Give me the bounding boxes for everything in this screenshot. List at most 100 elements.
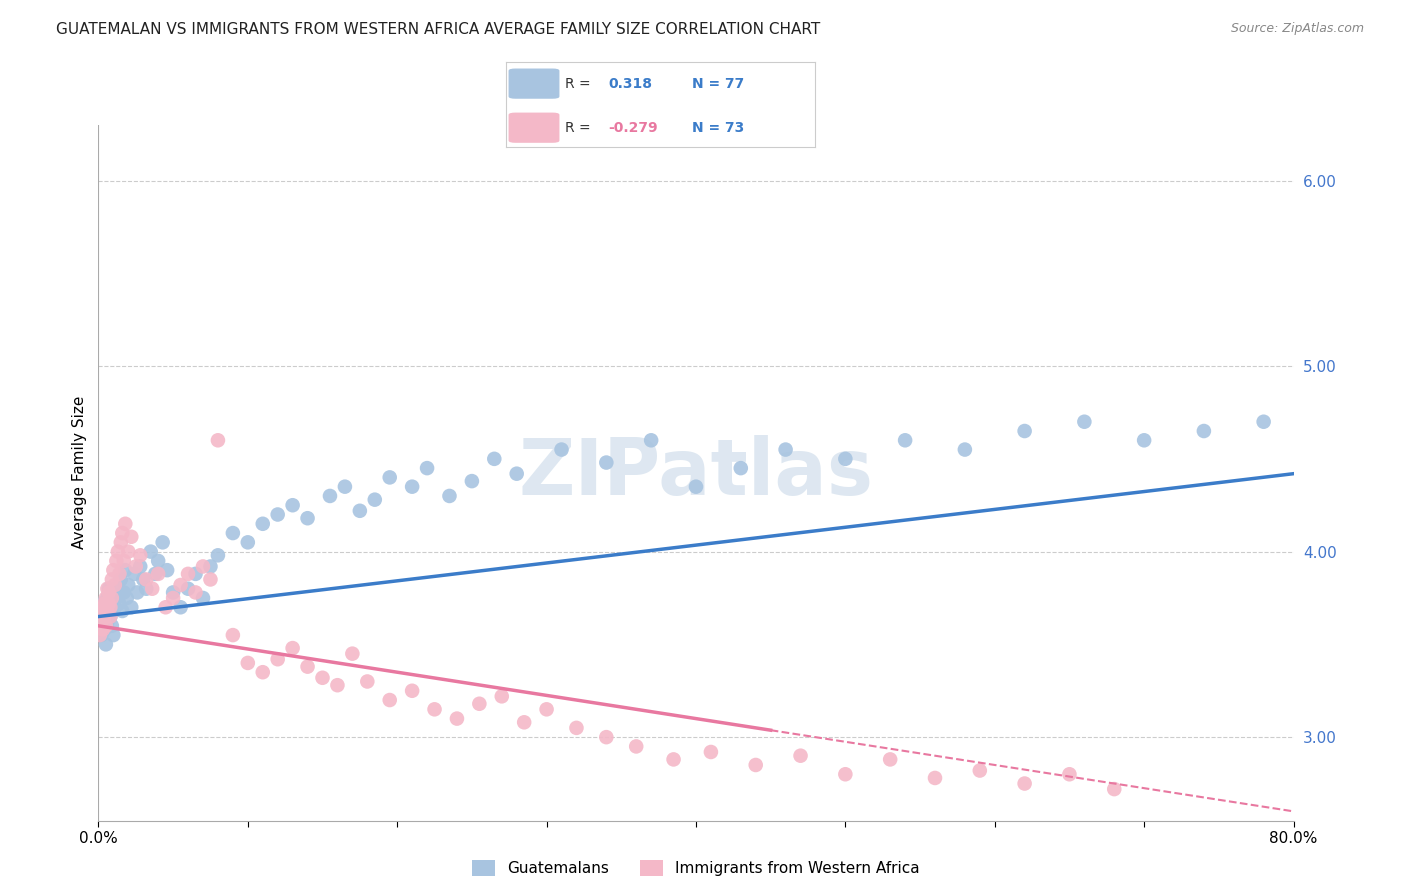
Point [125,559,148,574]
Point [191,591,214,605]
Point [91,600,114,615]
Point [775,442,797,457]
Point [155,600,177,615]
Point [100,609,122,624]
Point [104,600,127,615]
Point [177,566,200,581]
FancyBboxPatch shape [509,113,558,142]
Point [129,549,152,563]
Point [108,597,131,611]
Point [101,597,124,611]
Point [96,582,118,596]
Point [491,690,513,704]
Point [148,554,170,568]
Point [97,582,120,596]
Point [112,585,135,599]
FancyBboxPatch shape [509,70,558,98]
Point [135,582,157,596]
Point [96,604,118,618]
Point [536,702,558,716]
Point [101,573,124,587]
Point [297,659,319,673]
Point [200,559,222,574]
Point [107,544,129,558]
Point [124,566,146,581]
Point [169,600,191,615]
Point [107,582,129,596]
Point [484,451,506,466]
Point [103,604,125,618]
Point [117,578,139,592]
Point [177,582,200,596]
Point [101,591,124,605]
Point [1104,782,1126,797]
Point [834,767,856,781]
Point [640,434,662,448]
Point [184,585,207,599]
Point [550,442,572,457]
Point [108,566,131,581]
Point [100,609,122,624]
Point [115,591,138,605]
Point [297,511,319,525]
Point [468,697,491,711]
Point [103,628,125,642]
Point [141,582,163,596]
Point [595,730,617,744]
Point [93,600,115,615]
Point [120,600,142,615]
Point [111,526,134,541]
Point [1059,767,1081,781]
Point [97,585,120,599]
Text: GUATEMALAN VS IMMIGRANTS FROM WESTERN AFRICA AVERAGE FAMILY SIZE CORRELATION CHA: GUATEMALAN VS IMMIGRANTS FROM WESTERN AF… [56,22,821,37]
Point [129,559,152,574]
Point [401,480,423,494]
Point [162,585,184,599]
Point [96,615,118,629]
Point [969,764,991,778]
Point [879,752,901,766]
Text: Source: ZipAtlas.com: Source: ZipAtlas.com [1230,22,1364,36]
Point [200,573,222,587]
Text: N = 73: N = 73 [692,120,744,135]
Point [662,752,685,766]
Point [349,504,371,518]
Point [148,566,170,581]
Point [97,597,120,611]
Point [207,549,229,563]
Point [117,544,139,558]
Point [169,578,191,592]
Point [105,591,128,605]
Point [281,498,304,512]
Point [93,609,115,624]
Point [104,578,127,592]
Point [700,745,723,759]
Point [423,702,446,716]
Point [252,665,274,680]
Point [685,480,707,494]
Point [184,566,207,581]
Point [152,535,174,549]
Text: 0.318: 0.318 [609,77,652,91]
Point [565,721,588,735]
Point [446,712,468,726]
Point [114,563,136,577]
Point [222,526,245,541]
Point [326,678,349,692]
Point [110,573,132,587]
Point [378,693,401,707]
Point [191,559,214,574]
Point [135,573,157,587]
Point [513,715,536,730]
Point [112,554,135,568]
Point [156,563,179,577]
Point [105,554,128,568]
Point [139,544,162,558]
Point [110,535,132,549]
Point [333,480,356,494]
Point [90,628,112,642]
Point [90,615,112,629]
Point [120,530,142,544]
Point [356,674,378,689]
Point [506,467,529,481]
